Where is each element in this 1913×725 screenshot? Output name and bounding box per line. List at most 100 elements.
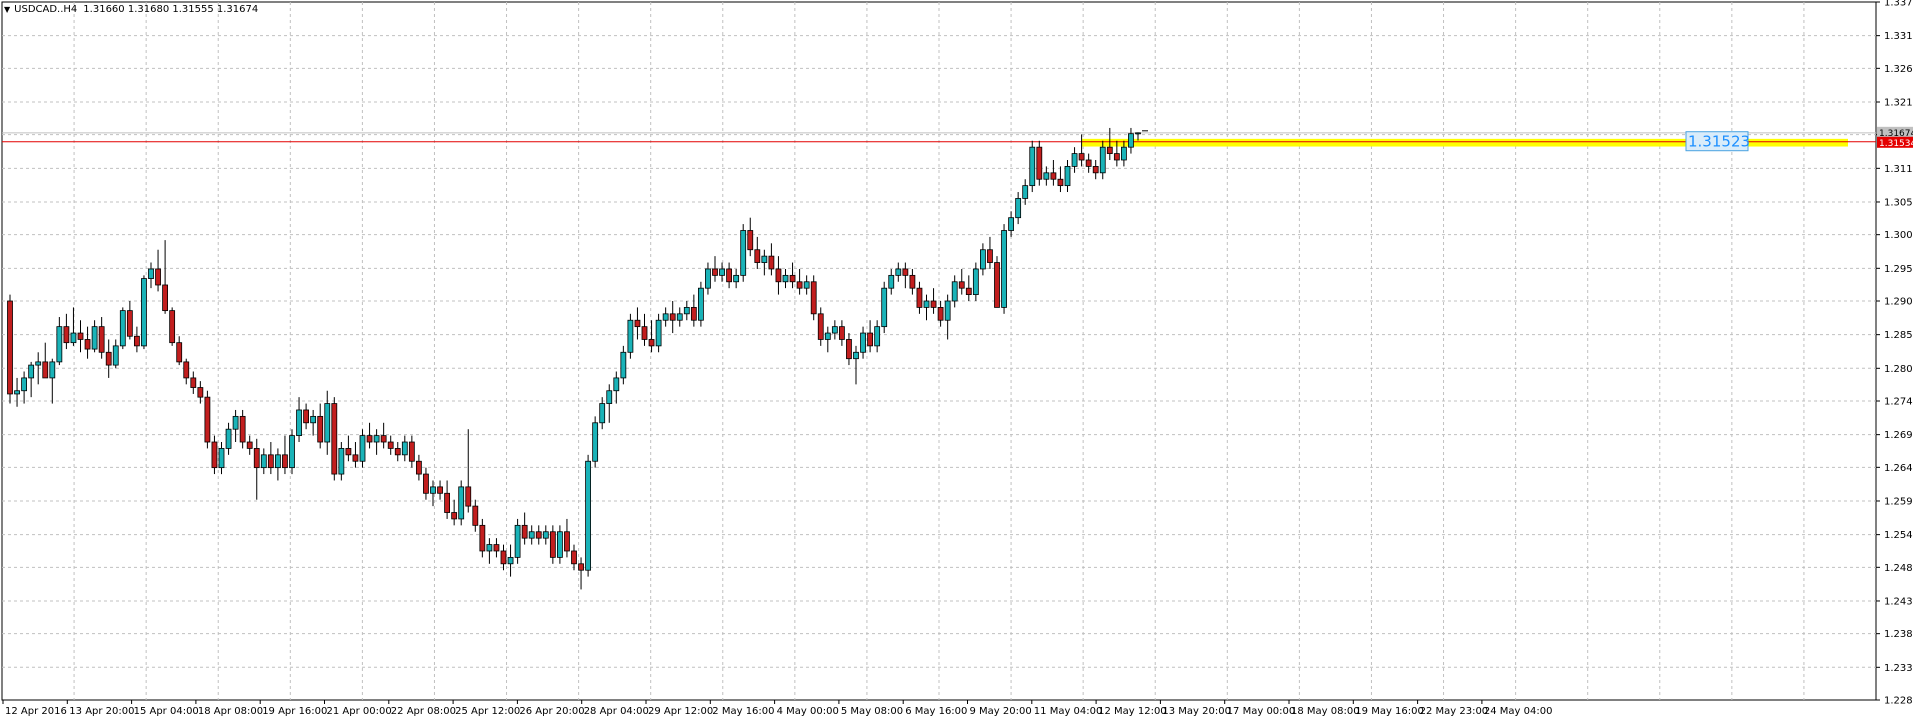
- candle-body: [204, 396, 211, 443]
- candle-body: [373, 435, 380, 443]
- y-tick-label: 1.28000: [1884, 364, 1913, 375]
- candle-body: [28, 364, 35, 379]
- candle-body: [296, 409, 302, 437]
- y-tick-label: 1.24895: [1884, 563, 1913, 574]
- candle-body: [881, 287, 888, 328]
- candle-body: [867, 332, 873, 347]
- candle-body: [571, 550, 577, 565]
- x-tick-label: 22 Apr 08:00: [391, 706, 456, 717]
- candle-body: [817, 313, 824, 340]
- x-tick-label: 29 Apr 12:00: [648, 706, 713, 717]
- x-tick-label: 19 Apr 16:00: [262, 706, 327, 717]
- candle-body: [148, 268, 154, 279]
- x-tick-label: 28 Apr 04:00: [584, 706, 649, 717]
- candle-body: [726, 268, 732, 283]
- candle-body: [1135, 132, 1141, 135]
- x-tick-label: 15 Apr 04:00: [134, 706, 199, 717]
- candle-body: [789, 274, 796, 283]
- x-tick-label: 18 Apr 08:00: [198, 706, 263, 717]
- price-label-box[interactable]: [1685, 131, 1749, 152]
- candle-body: [1043, 172, 1050, 180]
- y-tick-label: 1.31120: [1884, 164, 1913, 175]
- y-tick-label: 1.28525: [1884, 330, 1913, 341]
- candle-body: [387, 441, 394, 449]
- highlight-band[interactable]: [1081, 138, 1848, 147]
- candle-body: [803, 281, 810, 289]
- y-tick-label: 1.23860: [1884, 629, 1913, 640]
- candle-body: [289, 435, 295, 469]
- candle-body: [430, 486, 436, 494]
- x-tick-label: 12 Apr 2016: [5, 706, 67, 717]
- candle-body: [972, 268, 979, 295]
- candle-body: [944, 300, 951, 321]
- candle-body: [169, 310, 176, 344]
- candle-body: [980, 249, 986, 270]
- candle-body: [133, 335, 140, 347]
- candle-body: [994, 262, 1000, 308]
- candle-body: [987, 249, 993, 263]
- triangle-down-icon[interactable]: ▼: [4, 5, 11, 14]
- candle-body: [585, 460, 591, 571]
- candle-body: [21, 377, 28, 392]
- candle-body: [683, 307, 690, 315]
- candle-body: [324, 403, 331, 443]
- candle-body: [627, 319, 634, 353]
- x-tick-label: 25 Apr 12:00: [455, 706, 520, 717]
- candle-body: [394, 448, 401, 456]
- candle-body: [105, 351, 112, 366]
- candle-body: [599, 403, 606, 424]
- candle-body: [155, 268, 161, 286]
- candle-body: [761, 255, 768, 263]
- x-tick-label: 17 May 00:00: [1227, 706, 1296, 717]
- x-tick-label: 9 May 20:00: [970, 706, 1032, 717]
- x-tick-label: 6 May 16:00: [905, 706, 967, 717]
- y-tick-label: 1.32680: [1884, 64, 1913, 75]
- candle-body: [310, 415, 317, 424]
- candle-body: [831, 326, 838, 334]
- candle-body: [486, 544, 493, 552]
- current-price-tag: [1877, 126, 1913, 138]
- candle-body: [1050, 172, 1057, 180]
- candle-body: [712, 268, 718, 276]
- candle-body: [458, 486, 465, 520]
- candle-body: [824, 332, 831, 340]
- candle-body: [437, 486, 443, 494]
- candle-body: [606, 390, 613, 404]
- y-tick-label: 1.30595: [1884, 197, 1913, 208]
- x-tick-label: 21 Apr 00:00: [327, 706, 392, 717]
- candle-body: [902, 268, 909, 276]
- candle-body: [860, 332, 866, 353]
- candle-body: [916, 287, 923, 308]
- candle-body: [232, 415, 239, 430]
- candle-body: [592, 422, 599, 462]
- candle-body: [888, 274, 895, 289]
- candle-body: [648, 339, 655, 347]
- candle-body: [549, 531, 556, 558]
- candle-body: [507, 556, 514, 565]
- candle-body: [1128, 133, 1134, 148]
- y-tick-label: 1.25930: [1884, 496, 1913, 507]
- candle-body: [740, 230, 747, 276]
- x-tick-label: 12 May 12:00: [1098, 706, 1167, 717]
- candle-body: [359, 435, 366, 462]
- y-tick-label: 1.32155: [1884, 97, 1913, 108]
- x-tick-label: 4 May 00:00: [777, 706, 839, 717]
- x-tick-label: 26 Apr 20:00: [519, 706, 584, 717]
- x-tick-label: 22 May 23:00: [1420, 706, 1489, 717]
- candle-body: [317, 415, 324, 443]
- candle-body: [1085, 159, 1092, 167]
- candle-body: [267, 454, 274, 469]
- candle-body: [408, 441, 415, 462]
- candle-body: [401, 441, 408, 456]
- candle-body: [839, 326, 845, 340]
- candle-body: [747, 230, 754, 251]
- candle-body: [634, 319, 641, 328]
- candle-body: [1001, 230, 1007, 308]
- candle-body: [500, 550, 507, 565]
- candle-body: [705, 268, 711, 289]
- candle-body: [951, 281, 958, 302]
- candle-body: [472, 505, 479, 526]
- candle-body: [965, 287, 972, 295]
